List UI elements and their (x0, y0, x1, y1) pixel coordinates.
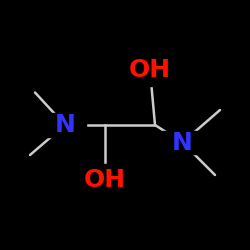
Text: OH: OH (84, 168, 126, 192)
Text: OH: OH (129, 58, 171, 82)
Bar (77, 164, 133, 196)
Bar (122, 54, 178, 86)
Bar (162, 131, 203, 154)
Text: N: N (172, 130, 193, 154)
Text: N: N (54, 113, 76, 137)
Bar (44, 113, 86, 137)
